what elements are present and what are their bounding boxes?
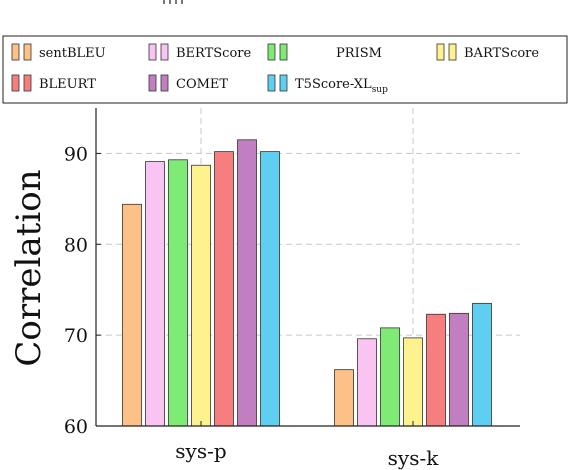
legend-item-bertscore: BERTScore bbox=[148, 43, 252, 61]
legend-label: PRISM bbox=[336, 46, 382, 61]
axes bbox=[95, 108, 520, 427]
bar-sentbleu-sys-k bbox=[334, 369, 354, 427]
bar-bartscore-sys-k bbox=[403, 337, 423, 427]
legend-label: COMET bbox=[176, 77, 228, 92]
legend-swatch bbox=[279, 74, 288, 92]
y-axis-label: Correlation bbox=[9, 169, 49, 366]
legend-item-comet: COMET bbox=[148, 74, 228, 92]
x-ticks: sys-p sys-k bbox=[175, 421, 439, 470]
legend-swatch bbox=[23, 43, 32, 61]
legend-swatch bbox=[448, 43, 457, 61]
legend-swatch bbox=[11, 43, 20, 61]
legend-label: BLEURT bbox=[39, 77, 96, 92]
bar-bertscore-sys-p bbox=[145, 161, 165, 427]
legend-swatch bbox=[436, 43, 445, 61]
bar-bertscore-sys-k bbox=[357, 338, 377, 427]
legend-swatch bbox=[160, 43, 169, 61]
bar-t5score-xl-sys-p bbox=[260, 151, 280, 427]
legend-swatch bbox=[267, 74, 276, 92]
y-tick-label: 80 bbox=[64, 234, 88, 256]
legend-swatch bbox=[11, 74, 20, 92]
bar-bleurt-sys-p bbox=[214, 151, 234, 427]
legend-label: BERTScore bbox=[176, 46, 252, 61]
y-tick-label: 60 bbox=[64, 416, 88, 438]
legend-item-t5score-xl: T5Score-XLsup bbox=[267, 74, 388, 95]
bar-t5score-xl-sys-k bbox=[472, 302, 492, 427]
x-tick-label: sys-k bbox=[388, 446, 440, 470]
legend-label: T5Score-XLsup bbox=[295, 77, 388, 95]
bar-prism-sys-k bbox=[380, 327, 400, 427]
bar-sentbleu-sys-p bbox=[122, 203, 142, 427]
y-ticks: 60 70 80 90 bbox=[64, 143, 101, 438]
y-tick-label: 70 bbox=[64, 325, 88, 347]
legend-item-bartscore: BARTScore bbox=[436, 43, 539, 61]
legend-item-prism: PRISM bbox=[267, 43, 382, 61]
legend-item-bleurt: BLEURT bbox=[11, 74, 96, 92]
legend-item-sentbleu: sentBLEU bbox=[11, 43, 106, 61]
legend-swatch bbox=[267, 43, 276, 61]
bar-bartscore-sys-p bbox=[191, 164, 211, 427]
legend-label-subscript: sup bbox=[372, 85, 388, 95]
legend: sentBLEU BERTScore PRISM BARTScore BLEURT COM… bbox=[2, 35, 568, 104]
legend-swatch bbox=[23, 74, 32, 92]
legend-swatch bbox=[279, 43, 288, 61]
bar-prism-sys-p bbox=[168, 159, 188, 427]
y-tick-label: 90 bbox=[64, 143, 88, 165]
cropped-title-fragment bbox=[163, 0, 183, 4]
bar-comet-sys-p bbox=[237, 139, 257, 427]
legend-label: BARTScore bbox=[464, 46, 539, 61]
legend-swatch bbox=[148, 74, 157, 92]
plot-area: 60 70 80 90 sys-p sys-k bbox=[64, 108, 520, 470]
bar-bleurt-sys-k bbox=[426, 313, 446, 427]
legend-label: sentBLEU bbox=[39, 46, 106, 61]
legend-swatch bbox=[160, 74, 169, 92]
x-tick-label: sys-p bbox=[175, 439, 226, 463]
bar-comet-sys-k bbox=[449, 312, 469, 427]
legend-swatch bbox=[148, 43, 157, 61]
bars bbox=[122, 139, 492, 427]
